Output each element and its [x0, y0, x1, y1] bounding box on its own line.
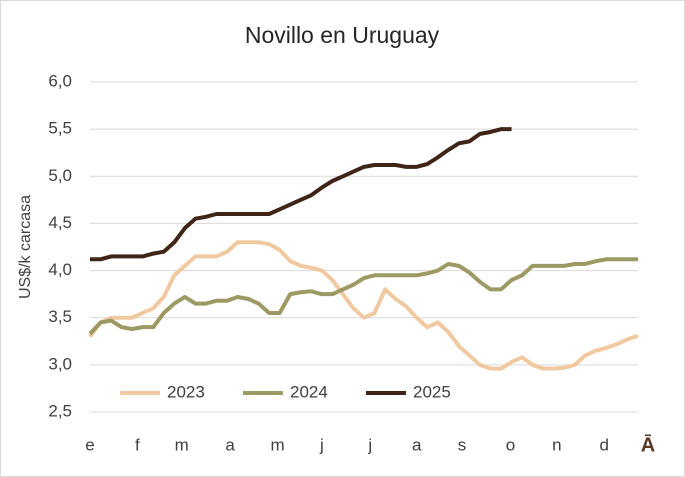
x-tick-label: o [506, 435, 515, 454]
x-tick-label: m [270, 435, 284, 454]
x-tick-label: j [367, 435, 372, 454]
y-tick-label: 3,5 [48, 307, 72, 326]
x-tick-label: a [225, 435, 235, 454]
corner-mark: Ā [641, 434, 655, 456]
series-line [88, 257, 638, 336]
y-tick-label: 3,0 [48, 354, 72, 373]
y-tick-label: 4,5 [48, 213, 72, 232]
x-tick-label: s [458, 435, 467, 454]
legend-label: 2024 [290, 382, 328, 401]
series-line [90, 127, 512, 262]
x-tick-label: n [552, 435, 561, 454]
x-tick-label: d [600, 435, 609, 454]
y-tick-label: 5,0 [48, 166, 72, 185]
x-tick-label: e [85, 435, 94, 454]
x-tick-label: f [135, 435, 140, 454]
series-line [88, 240, 639, 371]
y-tick-label: 2,5 [48, 401, 72, 420]
legend-label: 2023 [167, 382, 205, 401]
legend-label: 2025 [413, 382, 451, 401]
y-tick-label: 5,5 [48, 119, 72, 138]
x-tick-label: a [412, 435, 422, 454]
y-tick-label: 4,0 [48, 260, 72, 279]
chart-title: Novillo en Uruguay [245, 22, 440, 48]
y-axis-label: US$/k carcasa [17, 195, 34, 299]
y-tick-label: 6,0 [48, 71, 72, 90]
x-tick-label: m [175, 435, 189, 454]
x-tick-label: j [319, 435, 324, 454]
